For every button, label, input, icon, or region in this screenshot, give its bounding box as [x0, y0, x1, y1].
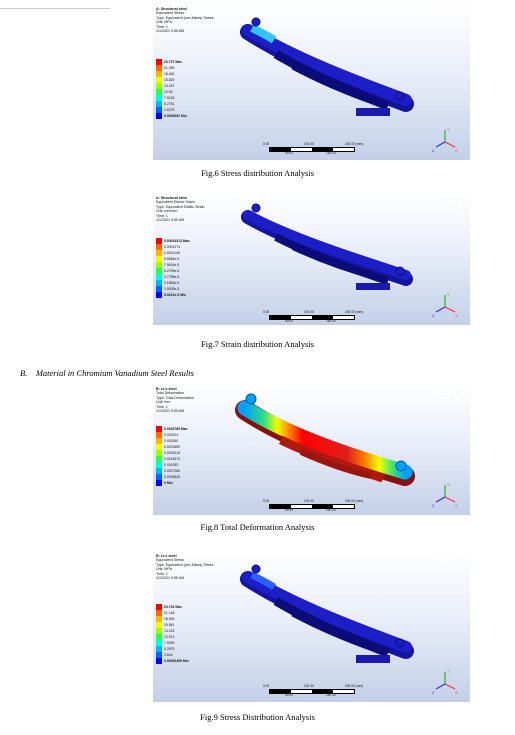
leaf-spring-model — [240, 17, 414, 116]
result-header: B: cr-v steel Total Deformation Type: Tot… — [156, 387, 194, 414]
ansys-logo: ANSYS 16.0 — [430, 196, 464, 210]
result-header: B: cr-v steel Equivalent Stress Type: Equ… — [156, 554, 214, 581]
scale-bar: 0.00 100.00 200.00 (mm) 50.00 150.00 — [263, 310, 364, 323]
section-heading: B. Material in Chromium Vanadium Steel R… — [20, 368, 194, 378]
axis-triad-icon: Y X Z — [432, 127, 458, 153]
figure-9-caption: Fig.9 Stress Distribution Analysis — [200, 712, 315, 722]
svg-text:Y: Y — [447, 292, 450, 297]
scale-bar: 0.00 100.00 200.00 (mm) 50.00 150.00 — [263, 499, 364, 512]
figure-8-panel: B: cr-v steel Total Deformation Type: Tot… — [153, 384, 470, 515]
ansys-logo: ANSYS 16.0 — [430, 7, 464, 21]
svg-text:Z: Z — [432, 503, 435, 508]
result-header: A: Structural steel Equivalent Elastic St… — [156, 196, 205, 223]
ansys-logo: ANSYS 16.0 — [430, 387, 464, 401]
axis-triad-icon: Y X Z — [432, 292, 458, 318]
svg-text:X: X — [455, 503, 458, 508]
leaf-spring-model — [240, 564, 414, 663]
figure-6-panel: A: Structural steel Equivalent Stress Typ… — [153, 4, 470, 160]
leaf-spring-model — [235, 393, 415, 486]
svg-text:Y: Y — [447, 482, 450, 487]
svg-text:X: X — [455, 690, 458, 695]
scale-bar: 0.00 100.00 200.00 (mm) 50.00 150.00 — [263, 684, 364, 697]
svg-text:Y: Y — [447, 669, 450, 674]
scale-bar: 0.00 100.00 200.00 (mm) 50.00 150.00 — [263, 142, 364, 155]
leaf-spring-model — [241, 203, 413, 290]
page-top-rule — [0, 0, 110, 9]
svg-text:X: X — [455, 313, 458, 318]
figure-6-caption: Fig.6 Stress distribution Analysis — [201, 168, 314, 178]
svg-text:Z: Z — [432, 148, 435, 153]
axis-triad-icon: Y X Z — [432, 669, 458, 695]
figure-8-caption: Fig.8 Total Deformation Analysis — [200, 522, 315, 532]
svg-text:Y: Y — [447, 127, 450, 132]
ansys-logo: ANSYS 16.0 — [430, 554, 464, 568]
figure-7-caption: Fig.7 Strain distribution Analysis — [201, 339, 314, 349]
svg-text:Z: Z — [432, 690, 435, 695]
svg-text:X: X — [455, 148, 458, 153]
figure-9-panel: B: cr-v steel Equivalent Stress Type: Equ… — [153, 551, 470, 702]
result-header: A: Structural steel Equivalent Stress Typ… — [156, 7, 214, 34]
axis-triad-icon: Y X Z — [432, 482, 458, 508]
svg-text:Z: Z — [432, 313, 435, 318]
figure-7-panel: A: Structural steel Equivalent Elastic St… — [153, 193, 470, 325]
